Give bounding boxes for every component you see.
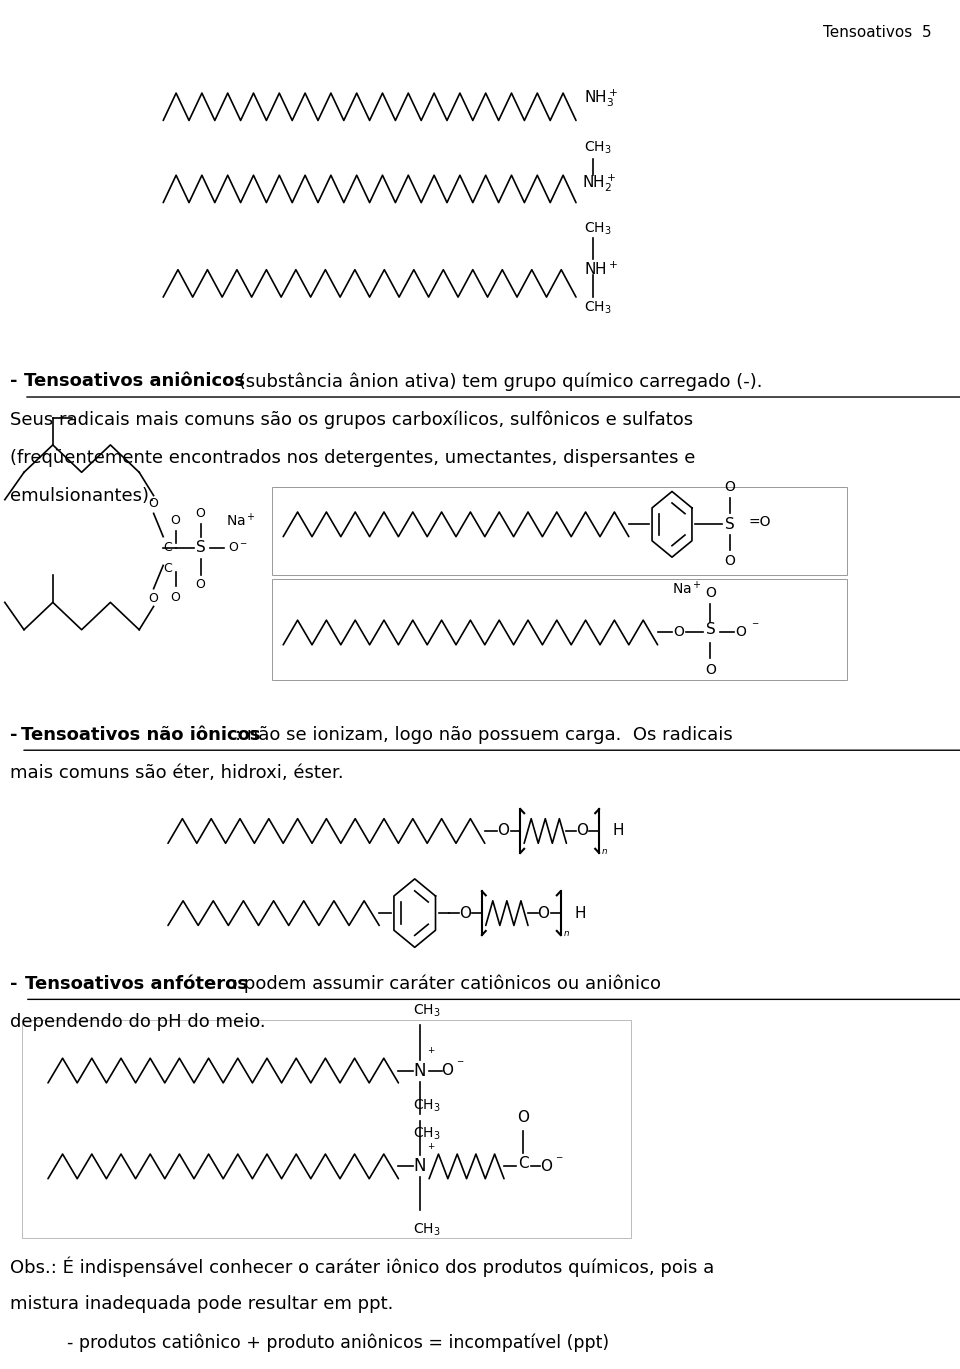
Text: O: O bbox=[724, 481, 735, 494]
Text: O: O bbox=[724, 554, 735, 568]
Text: O: O bbox=[442, 1064, 453, 1077]
Text: O: O bbox=[540, 1160, 552, 1173]
Text: CH$_3$: CH$_3$ bbox=[413, 1002, 441, 1019]
Text: $_n$: $_n$ bbox=[563, 925, 569, 939]
Text: C: C bbox=[163, 561, 173, 575]
Text: O: O bbox=[196, 578, 205, 590]
Text: $^-$: $^-$ bbox=[554, 1154, 564, 1168]
Text: (freqüentemente encontrados nos detergentes, umectantes, dispersantes e: (freqüentemente encontrados nos detergen… bbox=[10, 449, 695, 467]
Text: $_n$: $_n$ bbox=[601, 843, 608, 857]
Text: H: H bbox=[612, 824, 624, 838]
Text: O$^-$: O$^-$ bbox=[228, 541, 248, 554]
Text: -: - bbox=[10, 975, 23, 993]
Text: CH$_3$: CH$_3$ bbox=[413, 1221, 441, 1238]
Text: $^+$: $^+$ bbox=[426, 1047, 437, 1060]
Text: O: O bbox=[171, 515, 180, 527]
Text: NH$^+_3$: NH$^+_3$ bbox=[584, 88, 618, 110]
FancyBboxPatch shape bbox=[272, 487, 847, 575]
Text: O: O bbox=[538, 906, 549, 920]
Text: H: H bbox=[574, 906, 586, 920]
Text: O: O bbox=[149, 497, 158, 511]
Text: O: O bbox=[196, 508, 205, 520]
Text: S: S bbox=[725, 517, 734, 531]
Text: - produtos catiônico + produto aniônicos = incompatível (ppt): - produtos catiônico + produto aniônicos… bbox=[67, 1333, 610, 1353]
Text: O: O bbox=[517, 1110, 529, 1125]
FancyBboxPatch shape bbox=[272, 579, 847, 680]
Text: $^-$: $^-$ bbox=[455, 1058, 466, 1072]
Text: O: O bbox=[497, 824, 509, 838]
Text: S: S bbox=[706, 623, 715, 637]
Text: Na$^+$: Na$^+$ bbox=[226, 512, 255, 528]
Text: dependendo do pH do meio.: dependendo do pH do meio. bbox=[10, 1013, 265, 1031]
Text: Seus radicais mais comuns são os grupos carboxílicos, sulfônicos e sulfatos: Seus radicais mais comuns são os grupos … bbox=[10, 411, 693, 430]
Text: O: O bbox=[735, 626, 747, 639]
Text: CH$_3$: CH$_3$ bbox=[413, 1125, 441, 1142]
Text: C: C bbox=[517, 1157, 529, 1170]
Text: -: - bbox=[10, 372, 23, 390]
Text: CH$_3$: CH$_3$ bbox=[413, 1098, 441, 1114]
Text: O: O bbox=[705, 586, 716, 600]
Text: : não se ionizam, logo não possuem carga.  Os radicais: : não se ionizam, logo não possuem carga… bbox=[235, 726, 732, 743]
Text: Tensoativos  5: Tensoativos 5 bbox=[823, 25, 931, 40]
Text: (substância ânion ativa) tem grupo químico carregado (-).: (substância ânion ativa) tem grupo quími… bbox=[233, 372, 763, 392]
Text: Tensoativos aniônicos: Tensoativos aniônicos bbox=[24, 372, 245, 390]
Text: mais comuns são éter, hidroxi, éster.: mais comuns são éter, hidroxi, éster. bbox=[10, 764, 344, 782]
Text: : podem assumir caráter catiônicos ou aniônico: : podem assumir caráter catiônicos ou an… bbox=[232, 975, 661, 994]
Text: =O: =O bbox=[749, 515, 771, 528]
Text: CH$_3$: CH$_3$ bbox=[584, 140, 612, 156]
Text: S: S bbox=[196, 541, 205, 554]
Text: N: N bbox=[413, 1061, 426, 1080]
Text: CH$_3$: CH$_3$ bbox=[584, 220, 612, 237]
Text: $^-$: $^-$ bbox=[750, 620, 760, 634]
Text: mistura inadequada pode resultar em ppt.: mistura inadequada pode resultar em ppt. bbox=[10, 1295, 393, 1313]
Text: N: N bbox=[413, 1157, 426, 1176]
Text: NH$^+_2$: NH$^+_2$ bbox=[582, 172, 616, 194]
Text: C: C bbox=[163, 541, 173, 554]
Text: $^+$: $^+$ bbox=[426, 1143, 437, 1155]
Text: CH$_3$: CH$_3$ bbox=[584, 300, 612, 316]
Text: Tensoativos anfóteros: Tensoativos anfóteros bbox=[25, 975, 248, 993]
Text: Na$^+$: Na$^+$ bbox=[672, 580, 702, 597]
Text: O: O bbox=[149, 591, 158, 605]
Text: NH$^+$: NH$^+$ bbox=[584, 261, 618, 278]
Text: emulsionantes).: emulsionantes). bbox=[10, 487, 155, 505]
Text: Obs.: É indispensável conhecer o caráter iônico dos produtos químicos, pois a: Obs.: É indispensável conhecer o caráter… bbox=[10, 1257, 714, 1277]
Text: O: O bbox=[705, 663, 716, 676]
Text: O: O bbox=[171, 591, 180, 604]
Text: O: O bbox=[673, 626, 684, 639]
Text: O: O bbox=[576, 824, 588, 838]
Text: -: - bbox=[10, 726, 17, 743]
Text: O: O bbox=[459, 906, 470, 920]
Text: Tensoativos não iônicos: Tensoativos não iônicos bbox=[21, 726, 260, 743]
